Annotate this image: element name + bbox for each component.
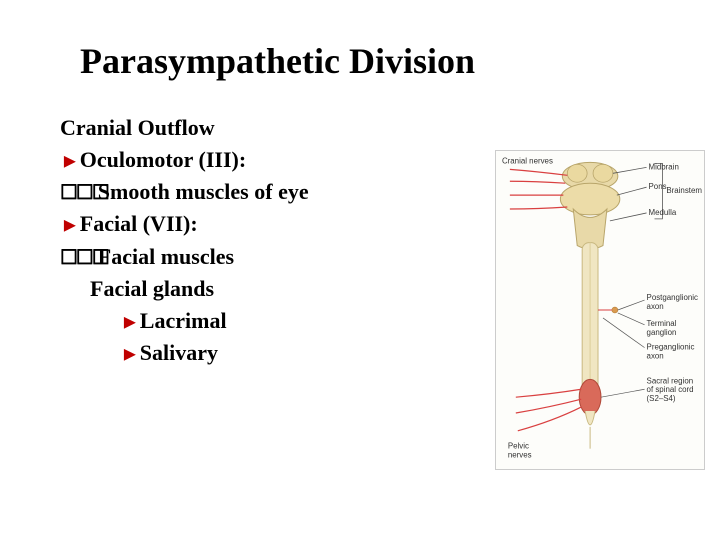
- brainstem-svg-icon: Cranial nerves Midbrain Pons Brainstem M…: [496, 151, 704, 469]
- triangle-bullet-icon: ►: [60, 215, 80, 237]
- label-medulla: Medulla: [649, 208, 677, 217]
- item-oculomotor-label: Oculomotor (III):: [80, 147, 246, 172]
- label-pelvic: Pelvic nerves: [508, 442, 532, 460]
- triangle-bullet-icon: ►: [60, 150, 80, 172]
- item-lacrimal-label: Lacrimal: [140, 308, 227, 333]
- anatomy-diagram: Cranial nerves Midbrain Pons Brainstem M…: [495, 150, 705, 470]
- label-brainstem: Brainstem: [666, 186, 702, 195]
- triangle-bullet-icon: ►: [120, 344, 140, 366]
- item-facial-muscles-text: Facial muscles: [98, 244, 234, 269]
- item-facial-label: Facial (VII):: [80, 211, 198, 236]
- item-salivary-label: Salivary: [140, 340, 218, 365]
- item-smooth-muscles-text: Smooth muscles of eye: [98, 179, 309, 204]
- slide-title: Parasympathetic Division: [80, 40, 690, 82]
- heading-cranial-outflow: Cranial Outflow: [60, 112, 690, 144]
- triangle-bullet-icon: ►: [120, 311, 140, 333]
- label-pons: Pons: [649, 182, 667, 191]
- label-terminal: Terminal ganglion: [647, 319, 679, 337]
- label-cranial-nerves: Cranial nerves: [502, 156, 553, 165]
- label-midbrain: Midbrain: [649, 162, 679, 171]
- slide-container: Parasympathetic Division Cranial Outflow…: [0, 0, 720, 540]
